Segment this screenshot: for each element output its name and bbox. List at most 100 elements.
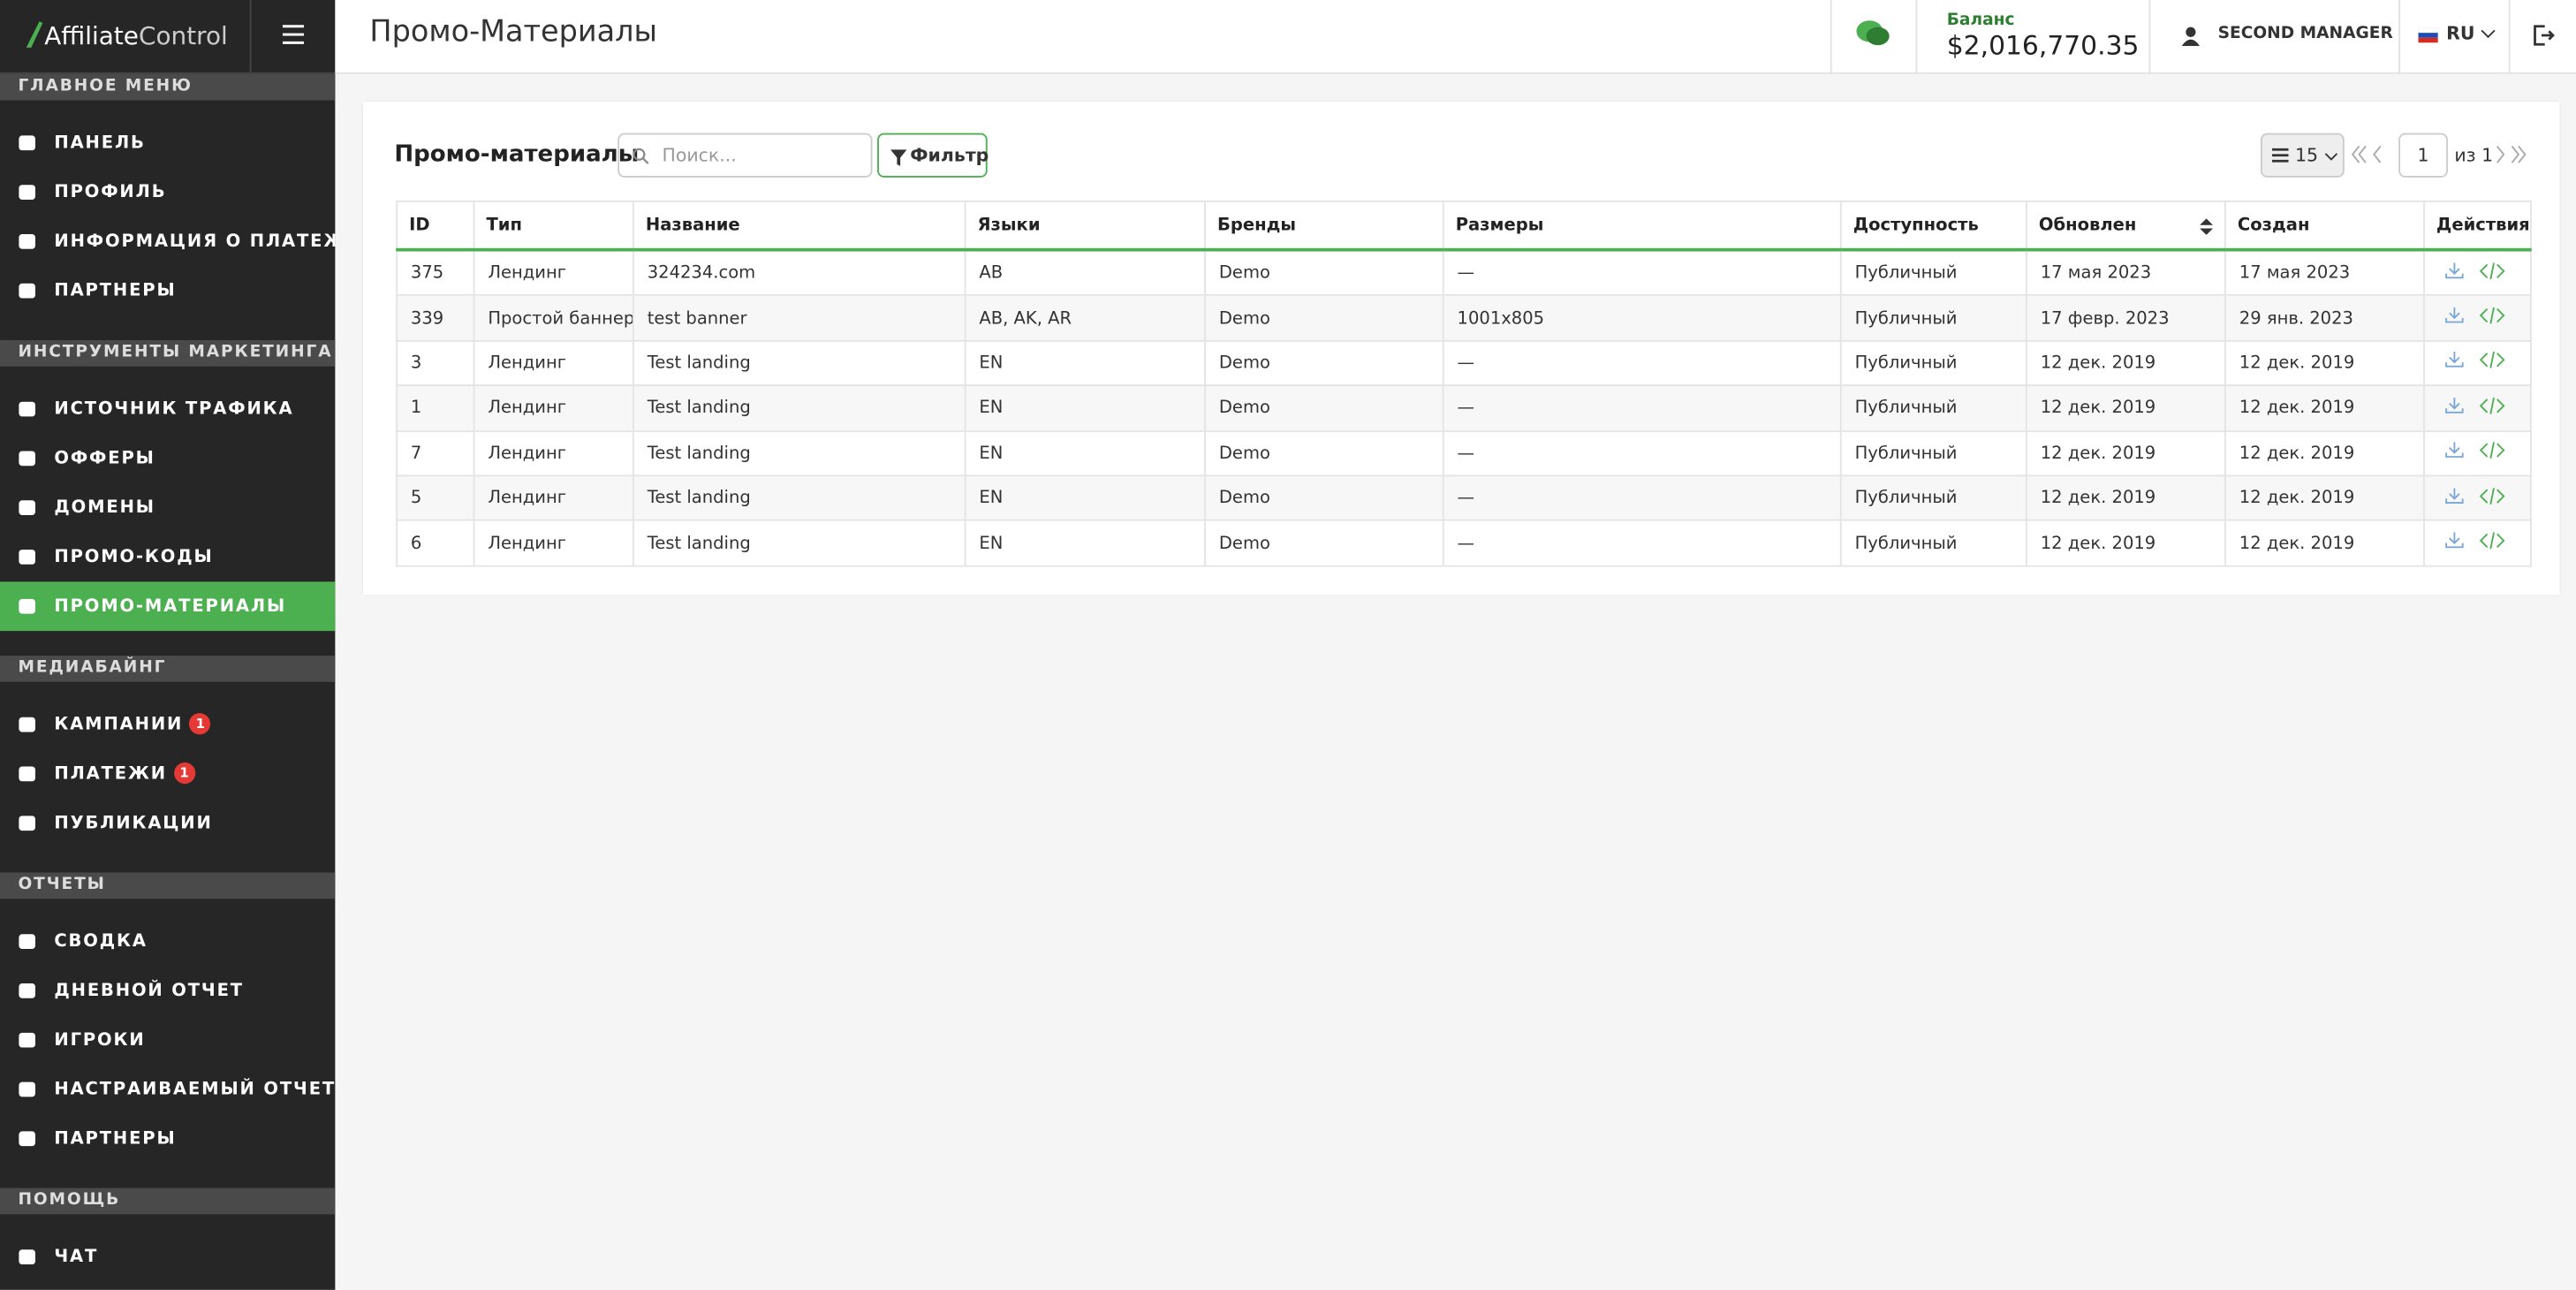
- column-label: Действия: [2436, 215, 2530, 235]
- filter-button[interactable]: Фильтр: [877, 133, 989, 178]
- column-header[interactable]: Языки: [964, 200, 1207, 252]
- search-input[interactable]: Поиск...: [617, 133, 873, 178]
- action-icons[interactable]: [2438, 307, 2512, 324]
- column-header[interactable]: Тип: [473, 200, 634, 252]
- chat-button[interactable]: [1830, 0, 1916, 74]
- column-header[interactable]: ID: [396, 200, 475, 252]
- actions-cell: [2423, 248, 2532, 297]
- menu-item[interactable]: ПЛАТЕЖИ 1: [0, 749, 335, 799]
- column-header[interactable]: Действия: [2423, 200, 2532, 252]
- sidebar: AffiliateControl ГЛАВНОЕ МЕНЮ ПАНЕЛЬ ПРОФИ…: [0, 0, 336, 1290]
- logout-icon: [2534, 25, 2555, 46]
- logout-button[interactable]: [2508, 0, 2576, 74]
- actions-cell: [2423, 474, 2532, 522]
- page-input[interactable]: 1: [2398, 133, 2448, 178]
- action-icons[interactable]: [2438, 262, 2512, 279]
- table-cell: 12 дек. 2019: [2026, 339, 2226, 387]
- menu-icon: [19, 934, 35, 949]
- menu-label: НАСТРАИВАЕМЫЙ ОТЧЕТ: [54, 1079, 336, 1100]
- menu-item[interactable]: ИГРОКИ: [0, 1015, 335, 1065]
- action-icons[interactable]: [2438, 397, 2512, 414]
- menu-item[interactable]: СВОДКА: [0, 917, 335, 967]
- menu-item[interactable]: ПАНЕЛЬ: [0, 118, 335, 168]
- table-cell: Лендинг: [473, 520, 634, 567]
- table-cell: Demo: [1204, 520, 1444, 567]
- table-row: 339 Простой баннер test banner AB, AK, AR De…: [396, 294, 2532, 342]
- table-cell: EN: [964, 339, 1207, 387]
- language-select[interactable]: RU: [2398, 0, 2509, 74]
- logo-icon: [26, 21, 43, 48]
- page-next-last[interactable]: [2494, 145, 2534, 164]
- table-cell: 29 янв. 2023: [2224, 294, 2425, 342]
- table-cell: 12 дек. 2019: [2224, 474, 2425, 522]
- balance-value: $2,016,770.35: [1946, 29, 2140, 61]
- action-icons[interactable]: [2438, 487, 2512, 505]
- action-icons[interactable]: [2438, 352, 2512, 369]
- menu-item[interactable]: ДНЕВНОЙ ОТЧЕТ: [0, 967, 335, 1016]
- logo-second: Control: [138, 21, 228, 51]
- table-cell: 7: [396, 429, 475, 477]
- table-cell: 12 дек. 2019: [2224, 384, 2425, 432]
- menu-icon: [19, 234, 35, 249]
- menu-item[interactable]: ДОМЕНЫ: [0, 483, 335, 533]
- burger-icon: [282, 25, 305, 44]
- table-cell: Demo: [1204, 339, 1444, 387]
- menu-item[interactable]: ПАРТНЕРЫ: [0, 1114, 335, 1164]
- search-icon: [633, 148, 649, 164]
- menu-item[interactable]: ИНФОРМАЦИЯ О ПЛАТЕЖАХ: [0, 216, 335, 266]
- column-header[interactable]: Доступность: [1839, 200, 2027, 252]
- actions-cell: [2423, 429, 2532, 477]
- menu-item[interactable]: ПРОФИЛЬ: [0, 168, 335, 217]
- menu-label: ПАРТНЕРЫ: [54, 281, 177, 301]
- menu-item[interactable]: ОФФЕРЫ: [0, 434, 335, 483]
- action-icons[interactable]: [2438, 442, 2512, 459]
- column-header[interactable]: Обновлен: [2026, 200, 2226, 252]
- user-name: SECOND MANAGER: [2217, 24, 2393, 43]
- menu-item[interactable]: НАСТРАИВАЕМЫЙ ОТЧЕТ: [0, 1065, 335, 1114]
- menu-section: КАМПАНИИ 1 ПЛАТЕЖИ 1 ПУБЛИКАЦИИ: [0, 682, 335, 873]
- column-header[interactable]: Создан: [2224, 200, 2425, 252]
- search-placeholder: Поиск...: [662, 144, 737, 166]
- menu-item[interactable]: ПРОМО-КОДЫ: [0, 533, 335, 582]
- logo[interactable]: AffiliateControl: [0, 0, 252, 74]
- table-cell: 12 дек. 2019: [2224, 429, 2425, 477]
- menu-icon: [19, 401, 35, 417]
- header-row: ID Тип Название Языки Бренды Размеры Доступнос…: [396, 200, 2532, 252]
- action-icons[interactable]: [2438, 532, 2512, 550]
- table-cell: Demo: [1204, 384, 1444, 432]
- menu-item[interactable]: КАМПАНИИ 1: [0, 700, 335, 749]
- sort-icon[interactable]: [2200, 218, 2214, 235]
- table-cell: Лендинг: [473, 384, 634, 432]
- user-menu[interactable]: SECOND MANAGER: [2148, 0, 2398, 74]
- column-label: Бренды: [1217, 215, 1297, 235]
- menu-icon: [19, 283, 35, 299]
- menu-item[interactable]: ИСТОЧНИК ТРАФИКА: [0, 384, 335, 434]
- menu-section: ЧАТ: [0, 1214, 335, 1290]
- table-cell: 1001x805: [1442, 294, 1842, 342]
- table-cell: Публичный: [1839, 474, 2027, 522]
- column-header[interactable]: Размеры: [1442, 200, 1842, 252]
- table-cell: AB: [964, 248, 1207, 297]
- menu-toggle[interactable]: [251, 0, 336, 74]
- table-cell: EN: [964, 474, 1207, 522]
- menu-label: ЧАТ: [54, 1247, 99, 1267]
- menu-item[interactable]: ПАРТНЕРЫ: [0, 266, 335, 315]
- actions-cell: [2423, 384, 2532, 432]
- table-cell: 375: [396, 248, 475, 297]
- menu-item[interactable]: ПУБЛИКАЦИИ: [0, 799, 335, 848]
- table-cell: 12 дек. 2019: [2026, 474, 2226, 522]
- menu-item[interactable]: ЧАТ: [0, 1233, 335, 1282]
- table-cell: 1: [396, 384, 475, 432]
- table-cell: Публичный: [1839, 248, 2027, 297]
- page-first-prev[interactable]: [2351, 145, 2390, 164]
- logo-text: AffiliateControl: [44, 21, 228, 50]
- menu-item[interactable]: ПРОМО-МАТЕРИАЛЫ: [0, 581, 336, 632]
- column-header[interactable]: Название: [632, 200, 966, 252]
- column-header[interactable]: Бренды: [1204, 200, 1444, 252]
- menu-icon: [19, 717, 35, 732]
- balance-label: Баланс: [1946, 11, 2015, 30]
- table-cell: Test landing: [632, 384, 966, 432]
- per-page-select[interactable]: 15: [2260, 133, 2345, 178]
